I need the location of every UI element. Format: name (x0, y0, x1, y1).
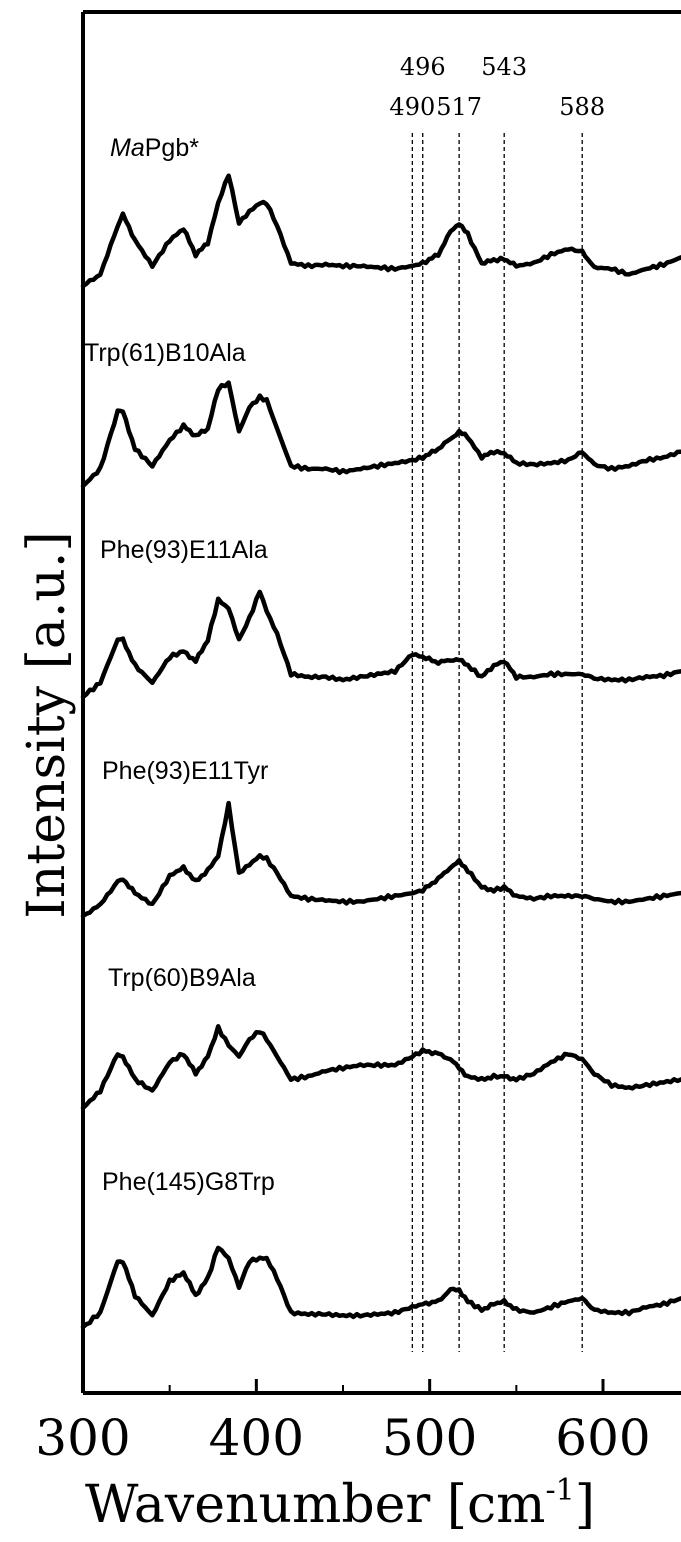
x-axis-label-superscript: -1 (546, 1473, 575, 1508)
series-label-italic-part: Ma (110, 134, 145, 162)
spectrum-line (80, 1024, 681, 1111)
x-axis-ticks: 300 400 500 600 (35, 1379, 651, 1467)
spectra-traces (80, 173, 681, 1330)
series-label: MaPgb* (110, 134, 199, 162)
peak-label: 517 (436, 93, 482, 121)
series-label: Phe(93)E11Tyr (102, 757, 268, 785)
x-tick-label: 500 (382, 1409, 477, 1467)
series-label: Trp(60)B9Ala (108, 964, 256, 992)
spectrum-line (80, 800, 681, 919)
x-tick-label: 300 (35, 1409, 130, 1467)
spectrum-line (80, 1245, 681, 1330)
y-axis-label: Intensity [a.u.] (17, 531, 77, 918)
x-tick-label: 400 (209, 1409, 304, 1467)
series-label: Phe(93)E11Ala (100, 536, 268, 564)
x-tick-label: 600 (555, 1409, 650, 1467)
spectrum-line (80, 173, 681, 289)
series-label: Phe(145)G8Trp (102, 1168, 275, 1196)
spectrum-line (80, 589, 681, 700)
spectrum-line (80, 380, 681, 489)
reference-lines: 490 496 517 543 588 (389, 53, 605, 1352)
series-label: Trp(61)B10Ala (84, 339, 246, 367)
peak-label: 490 (389, 93, 435, 121)
peak-label: 543 (481, 53, 527, 81)
peak-label: 588 (559, 93, 605, 121)
x-axis-label: Wavenumber [cm-1] (85, 1473, 595, 1535)
peak-label: 496 (400, 53, 446, 81)
series-label-rest: Pgb* (145, 134, 199, 162)
plot-frame (81, 10, 681, 1395)
x-axis-label-suffix: ] (575, 1475, 595, 1535)
series-labels: MaPgb* Trp(61)B10Ala Phe(93)E11Ala Phe(93)E… (84, 134, 275, 1196)
x-axis-label-main: Wavenumber [cm (85, 1475, 546, 1535)
